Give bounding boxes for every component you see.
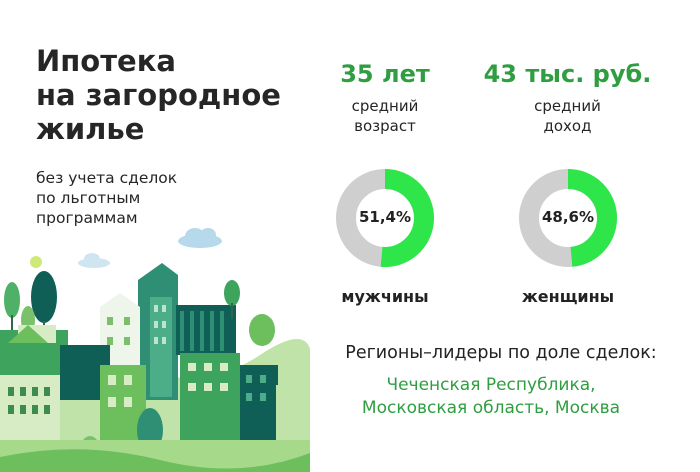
tree-icon [4, 282, 20, 318]
stat-age-label-line: возраст [354, 117, 416, 135]
title-line: на загородное [36, 78, 281, 112]
donut-women [519, 169, 617, 267]
tree-icon [31, 271, 57, 323]
donut-men [336, 169, 434, 267]
donut-women-percent: 48,6% [541, 208, 595, 226]
subtitle-line: программам [36, 209, 138, 227]
city-landscape-illustration [0, 228, 310, 472]
stat-age-label: средний возраст [310, 96, 460, 136]
stat-income-value: 43 тыс. руб. [483, 60, 652, 88]
subtitle: без учета сделок по льготным программам [36, 168, 276, 228]
tree-icon [224, 280, 240, 306]
cloud-icon [78, 253, 110, 268]
tree-icon [249, 314, 275, 346]
donut-men-percent: 51,4% [358, 208, 412, 226]
title-line: жилье [36, 112, 145, 146]
stat-age-label-line: средний [351, 97, 419, 115]
donut-men-arc [380, 169, 434, 267]
subtitle-line: по льготным [36, 189, 141, 207]
caption-men: мужчины [341, 287, 429, 306]
title-line: Ипотека [36, 44, 176, 78]
sun-icon [30, 256, 42, 268]
stat-age: 35 лет средний возраст [310, 60, 460, 136]
caption-women: женщины [521, 287, 615, 306]
donut-women-arc [567, 169, 617, 267]
stat-income-label-line: доход [543, 117, 592, 135]
regions-list: Чеченская Республика, Московская область… [316, 374, 666, 420]
stat-income-label: средний доход [475, 96, 660, 136]
page-title: Ипотека на загородное жилье [36, 44, 326, 146]
cloud-icon [178, 228, 222, 248]
stat-age-value: 35 лет [340, 60, 430, 88]
regions-line: Московская область, Москва [361, 398, 621, 418]
subtitle-line: без учета сделок [36, 169, 178, 187]
regions-line: Чеченская Республика, [386, 375, 596, 395]
regions-heading: Регионы–лидеры по доле сделок: [345, 343, 657, 363]
stat-income: 43 тыс. руб. средний доход [475, 60, 660, 136]
stat-income-label-line: средний [534, 97, 601, 115]
